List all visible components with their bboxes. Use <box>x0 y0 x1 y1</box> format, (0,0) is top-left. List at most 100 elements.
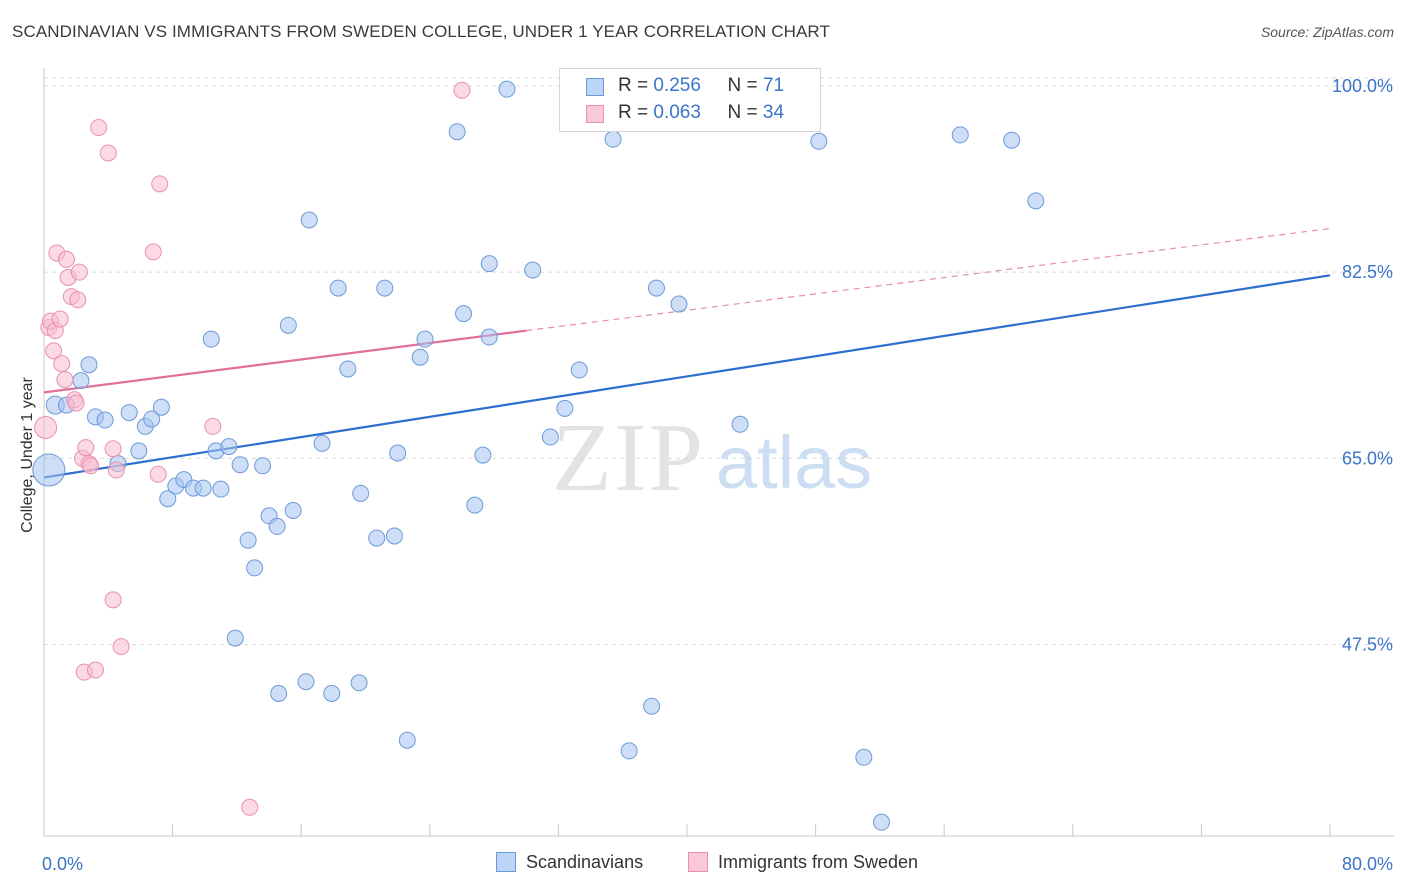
scandinavians-trendline <box>43 274 1331 479</box>
legend-r-label: R = <box>618 102 649 123</box>
scandinavian-point <box>313 434 331 452</box>
immigrant-point <box>104 591 122 609</box>
immigrant-point <box>53 355 71 373</box>
immigrant-point <box>45 342 63 360</box>
bottom-legend-label: Immigrants from Sweden <box>718 852 919 872</box>
scandinavian-point <box>416 330 434 348</box>
scandinavian-point <box>212 480 230 498</box>
trend-layer <box>43 227 1331 479</box>
legend-r-label: R = <box>618 75 649 96</box>
scandinavian-point <box>246 559 264 577</box>
y-tick-label: 82.5% <box>1342 262 1393 282</box>
y-tick-label: 65.0% <box>1342 448 1393 468</box>
scandinavian-point <box>194 479 212 497</box>
scandinavian-point <box>231 456 249 474</box>
immigrant-point <box>58 250 76 268</box>
scandinavian-point <box>1003 131 1021 149</box>
axes-layer <box>43 68 1394 837</box>
scandinavian-point <box>300 211 318 229</box>
scandinavian-point <box>202 330 220 348</box>
scandinavian-point <box>143 410 161 428</box>
scandinavian-point <box>466 496 484 514</box>
scandinavian-point <box>474 446 492 464</box>
immigrant-point <box>34 415 58 439</box>
legend-r-value: 0.063 <box>653 102 701 123</box>
immigrants-trendline-extension <box>526 227 1331 332</box>
y-tick-label: 100.0% <box>1332 76 1393 96</box>
scandinavian-point <box>455 305 473 323</box>
immigrant-point <box>149 465 167 483</box>
immigrant-point <box>56 371 74 389</box>
scandinavian-point <box>480 255 498 273</box>
scandinavian-point <box>643 697 661 715</box>
legend-n-value: 71 <box>762 75 785 96</box>
legend-swatch-blue <box>586 78 604 96</box>
scandinavian-point <box>323 684 341 702</box>
immigrant-point <box>107 461 125 479</box>
scandinavian-point <box>350 674 368 692</box>
scandinavian-point <box>268 517 286 535</box>
scandinavian-point <box>352 484 370 502</box>
scandinavian-point <box>498 80 516 98</box>
bottom-legend-swatch-pink <box>688 852 708 872</box>
scandinavian-point <box>731 415 749 433</box>
scandinavian-point <box>556 399 574 417</box>
bottom-legend-immigrants: Immigrants from Sweden <box>688 852 918 873</box>
scandinavian-point <box>647 279 665 297</box>
tick-labels-layer: 47.5% 65.0% 82.5% 100.0% 0.0% 80.0% <box>42 76 1393 874</box>
scandinavian-point <box>951 126 969 144</box>
watermark: ZIP atlas <box>552 404 872 512</box>
watermark-atlas: atlas <box>716 421 872 504</box>
scandinavian-point <box>239 531 257 549</box>
immigrant-point <box>241 798 259 816</box>
immigrant-point <box>204 417 222 435</box>
scandinavian-point <box>398 731 416 749</box>
scandinavian-point <box>855 748 873 766</box>
immigrants-trendline <box>43 329 527 394</box>
legend-n-label: N = <box>727 75 758 96</box>
immigrant-point <box>104 440 122 458</box>
immigrant-point <box>86 661 104 679</box>
bottom-legend-swatch-blue <box>496 852 516 872</box>
scandinavian-point <box>368 529 386 547</box>
scandinavian-point <box>220 438 238 456</box>
scandinavian-point <box>254 457 272 475</box>
scandinavian-point <box>670 295 688 313</box>
scandinavian-point <box>32 453 66 487</box>
scandinavian-point <box>411 348 429 366</box>
scandinavian-point <box>873 813 891 831</box>
immigrant-point <box>90 118 108 136</box>
scandinavian-point <box>297 673 315 691</box>
scandinavian-point <box>1027 192 1045 210</box>
scandinavian-point <box>152 398 170 416</box>
immigrant-point <box>151 175 169 193</box>
immigrant-point <box>70 263 88 281</box>
scandinavian-point <box>541 428 559 446</box>
scandinavian-point <box>524 261 542 279</box>
scandinavian-point <box>620 742 638 760</box>
scandinavian-point <box>385 527 403 545</box>
y-axis-label: College, Under 1 year <box>19 377 36 533</box>
legend-r-value: 0.256 <box>653 75 701 96</box>
scandinavian-point <box>270 684 288 702</box>
scandinavian-point <box>96 411 114 429</box>
x-tick-label: 0.0% <box>42 854 83 874</box>
bottom-legend-label: Scandinavians <box>526 852 644 872</box>
scandinavian-point <box>120 404 138 422</box>
scandinavian-point <box>80 356 98 374</box>
x-tick-label: 80.0% <box>1342 854 1393 874</box>
scandinavian-point <box>810 132 828 150</box>
points-layer <box>32 80 1045 831</box>
legend-n-value: 34 <box>762 102 785 123</box>
immigrant-point <box>99 144 117 162</box>
stats-legend: R = 0.256 N = 71 R = 0.063 N = 34 <box>559 68 821 132</box>
immigrant-point <box>82 457 100 475</box>
scandinavian-point <box>329 279 347 297</box>
chart-title: SCANDINAVIAN VS IMMIGRANTS FROM SWEDEN C… <box>12 22 830 41</box>
y-tick-label: 47.5% <box>1342 635 1393 655</box>
legend-swatch-pink <box>586 105 604 123</box>
scandinavian-point <box>604 130 622 148</box>
scandinavian-point <box>389 444 407 462</box>
bottom-legend-scandinavians: Scandinavians <box>496 852 643 873</box>
